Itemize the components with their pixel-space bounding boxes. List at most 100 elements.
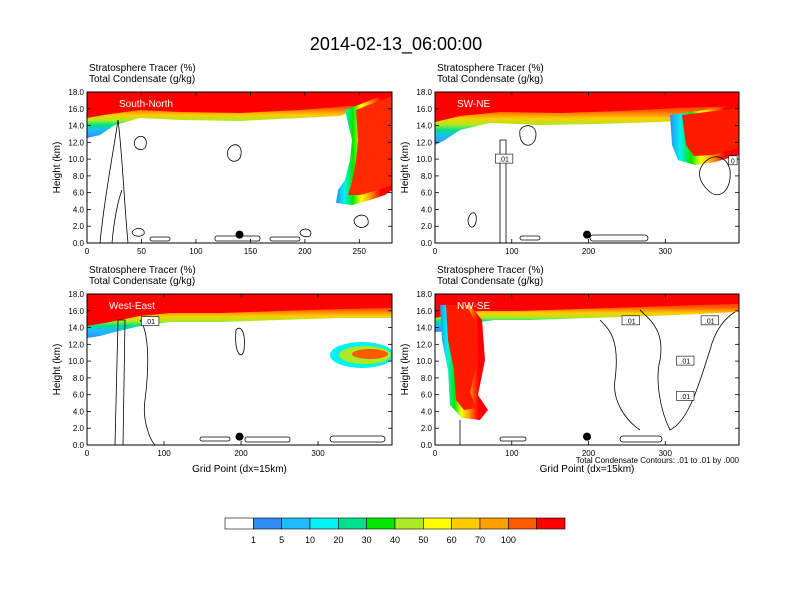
y-tick-label: 0.0 — [421, 239, 433, 248]
x-tick-label: 200 — [582, 449, 596, 458]
x-tick-label: 300 — [659, 449, 673, 458]
y-axis-label: Height (km) — [52, 142, 63, 194]
panel-axes-2: 0.0 2.0 4.0 6.0 8.0 10.0 12.0 14.0 16.0 18.0 0 100 2… — [52, 290, 393, 475]
location-marker — [583, 230, 591, 239]
y-tick-label: 10.0 — [68, 155, 84, 164]
x-tick-label: 100 — [189, 247, 203, 256]
y-tick-label: 18.0 — [68, 290, 84, 299]
condensate-contours — [114, 319, 386, 445]
contour-label-box — [676, 355, 695, 366]
x-tick-label: 0 — [85, 247, 90, 256]
y-tick-label: 18.0 — [416, 290, 432, 299]
plot-frame — [86, 293, 393, 446]
y-tick-label: 16.0 — [416, 307, 432, 316]
x-tick-label: 200 — [234, 449, 248, 458]
plot-frame — [434, 91, 740, 244]
panel-axes-1: 0.0 2.0 4.0 6.0 8.0 10.0 12.0 14.0 16.0 18.0 0 100 2… — [400, 88, 740, 256]
figure-title: 2014-02-13_06:00:00 — [310, 34, 482, 55]
y-tick-label: 4.0 — [421, 407, 433, 416]
colorbar-label: 60 — [447, 535, 457, 545]
y-tick-label: 14.0 — [416, 122, 432, 131]
panel-label: NW-SE — [457, 301, 490, 312]
y-tick-label: 12.0 — [68, 138, 84, 147]
panel-axes-3: 0.0 2.0 4.0 6.0 8.0 10.0 12.0 14.0 16.0 18.0 0 100 2… — [400, 290, 740, 475]
y-tick-label: 6.0 — [73, 189, 85, 198]
tracer-core — [87, 294, 392, 326]
contour-label-box — [495, 153, 514, 164]
x-tick-label: 100 — [505, 449, 519, 458]
panel-subtitle-condensate: Total Condensate (g/kg) — [437, 276, 543, 287]
y-axis-label: Height (km) — [400, 142, 411, 194]
colorbar-swatch — [479, 517, 509, 530]
y-tick-label: 4.0 — [73, 205, 85, 214]
colorbar-swatch — [366, 517, 396, 530]
panel-nw-se: Stratosphere Tracer (%) Total Condensate… — [435, 265, 739, 445]
y-tick-label: 14.0 — [416, 324, 432, 333]
y-tick-label: 10.0 — [68, 357, 84, 366]
y-tick-label: 10.0 — [416, 357, 432, 366]
colorbar-swatch — [281, 517, 311, 530]
x-tick-label: 200 — [582, 247, 596, 256]
x-tick-label: 0 — [85, 449, 90, 458]
y-tick-label: 8.0 — [421, 172, 433, 181]
x-tick-label: 50 — [137, 247, 146, 256]
panel-axes-0: 0.0 2.0 4.0 6.0 8.0 10.0 12.0 14.0 16.0 18.0 0 50 10… — [52, 88, 393, 256]
y-tick-label: 14.0 — [68, 324, 84, 333]
tracer-field — [435, 92, 739, 165]
location-marker — [235, 432, 244, 441]
colorbar-label: 100 — [501, 535, 516, 545]
tracer-column-core — [446, 305, 478, 410]
colorbar-swatch — [338, 517, 367, 530]
panel-label: West-East — [109, 301, 155, 312]
contour-label-box — [676, 391, 695, 401]
colorbar-label: 5 — [279, 535, 284, 545]
colorbar-label: 20 — [333, 535, 343, 545]
tracer-intrusion-core — [682, 108, 739, 156]
y-tick-label: 8.0 — [73, 172, 85, 181]
contour-label: .01 — [626, 318, 636, 325]
y-tick-label: 12.0 — [68, 340, 84, 349]
y-axis-label: Height (km) — [52, 344, 63, 396]
contour-label: 0 — [731, 158, 735, 165]
panel-label: South-North — [119, 99, 173, 110]
condensate-contours — [467, 125, 731, 243]
x-tick-label: 0 — [433, 449, 438, 458]
contour-label: .01 — [705, 318, 715, 325]
tracer-core — [87, 92, 392, 118]
panel-subtitle-condensate: Total Condensate (g/kg) — [89, 276, 195, 287]
x-tick-label: 0 — [433, 247, 438, 256]
colorbar-swatch — [224, 517, 254, 530]
panel-west-east: Stratosphere Tracer (%) Total Condensate… — [87, 265, 392, 445]
y-tick-label: 4.0 — [421, 205, 433, 214]
colorbar-label: 40 — [390, 535, 400, 545]
y-tick-label: 2.0 — [421, 222, 433, 231]
panel-subtitle-tracer: Stratosphere Tracer (%) — [437, 265, 544, 276]
panel-sw-ne: Stratosphere Tracer (%) Total Condensate… — [435, 63, 739, 243]
plot-frame — [434, 293, 740, 446]
x-axis-label: Grid Point (dx=15km) — [192, 464, 287, 475]
y-tick-label: 18.0 — [416, 88, 432, 97]
tracer-core — [435, 294, 739, 318]
contour-label: .01 — [499, 157, 509, 164]
contour-label-box — [141, 316, 160, 326]
y-tick-label: 16.0 — [68, 307, 84, 316]
colorbar-swatch — [423, 517, 452, 530]
colorbar-label: 50 — [418, 535, 428, 545]
location-marker — [583, 432, 591, 441]
colorbar-label: 1 — [251, 535, 256, 545]
x-tick-label: 100 — [157, 449, 171, 458]
contour-label: .01 — [680, 359, 690, 366]
colorbar-swatch — [309, 517, 339, 530]
y-tick-label: 14.0 — [68, 122, 84, 131]
tracer-field — [435, 294, 739, 420]
axes-layer: 0.0 2.0 4.0 6.0 8.0 10.0 12.0 14.0 16.0 18.0 0 50 10… — [52, 88, 740, 475]
condensate-contours — [99, 119, 369, 243]
plot-frame — [86, 91, 393, 244]
x-tick-label: 200 — [298, 247, 312, 256]
y-tick-label: 0.0 — [421, 441, 433, 450]
contour-label-box — [728, 155, 738, 166]
y-tick-label: 12.0 — [416, 340, 432, 349]
x-axis-label: Grid Point (dx=15km) — [540, 464, 635, 475]
contour-label: .01 — [145, 319, 155, 326]
